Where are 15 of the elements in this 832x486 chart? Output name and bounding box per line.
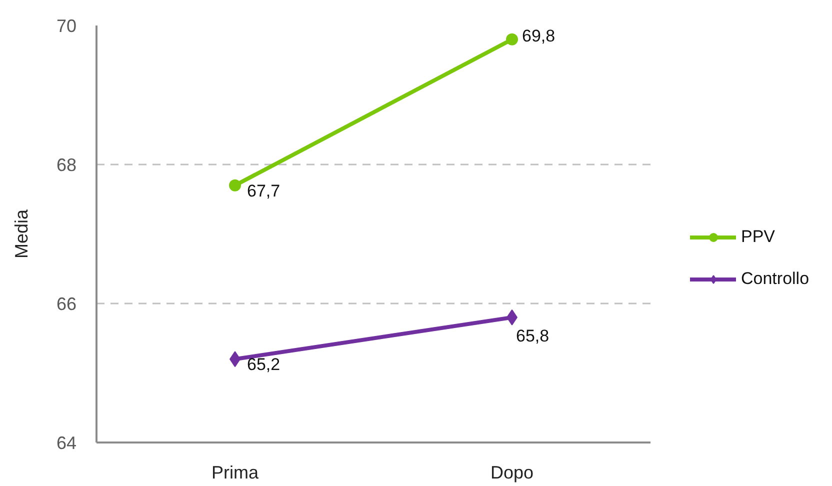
data-label: 65,2 xyxy=(247,355,280,374)
x-tick-label: Dopo xyxy=(490,462,534,482)
y-tick-label: 64 xyxy=(56,433,77,453)
legend-label: Controllo xyxy=(741,269,810,289)
y-tick-label: 68 xyxy=(56,155,77,175)
y-tick-label: 66 xyxy=(56,294,77,314)
point xyxy=(229,179,241,192)
legend-label: PPV xyxy=(741,227,776,247)
data-label: 65,8 xyxy=(516,326,550,346)
data-label: 67,7 xyxy=(247,181,280,200)
y-axis-title: Media xyxy=(11,208,32,259)
x-tick-label: Prima xyxy=(212,462,260,482)
data-label: 69,8 xyxy=(522,26,556,46)
y-tick-label: 70 xyxy=(56,16,77,36)
point xyxy=(506,33,518,46)
